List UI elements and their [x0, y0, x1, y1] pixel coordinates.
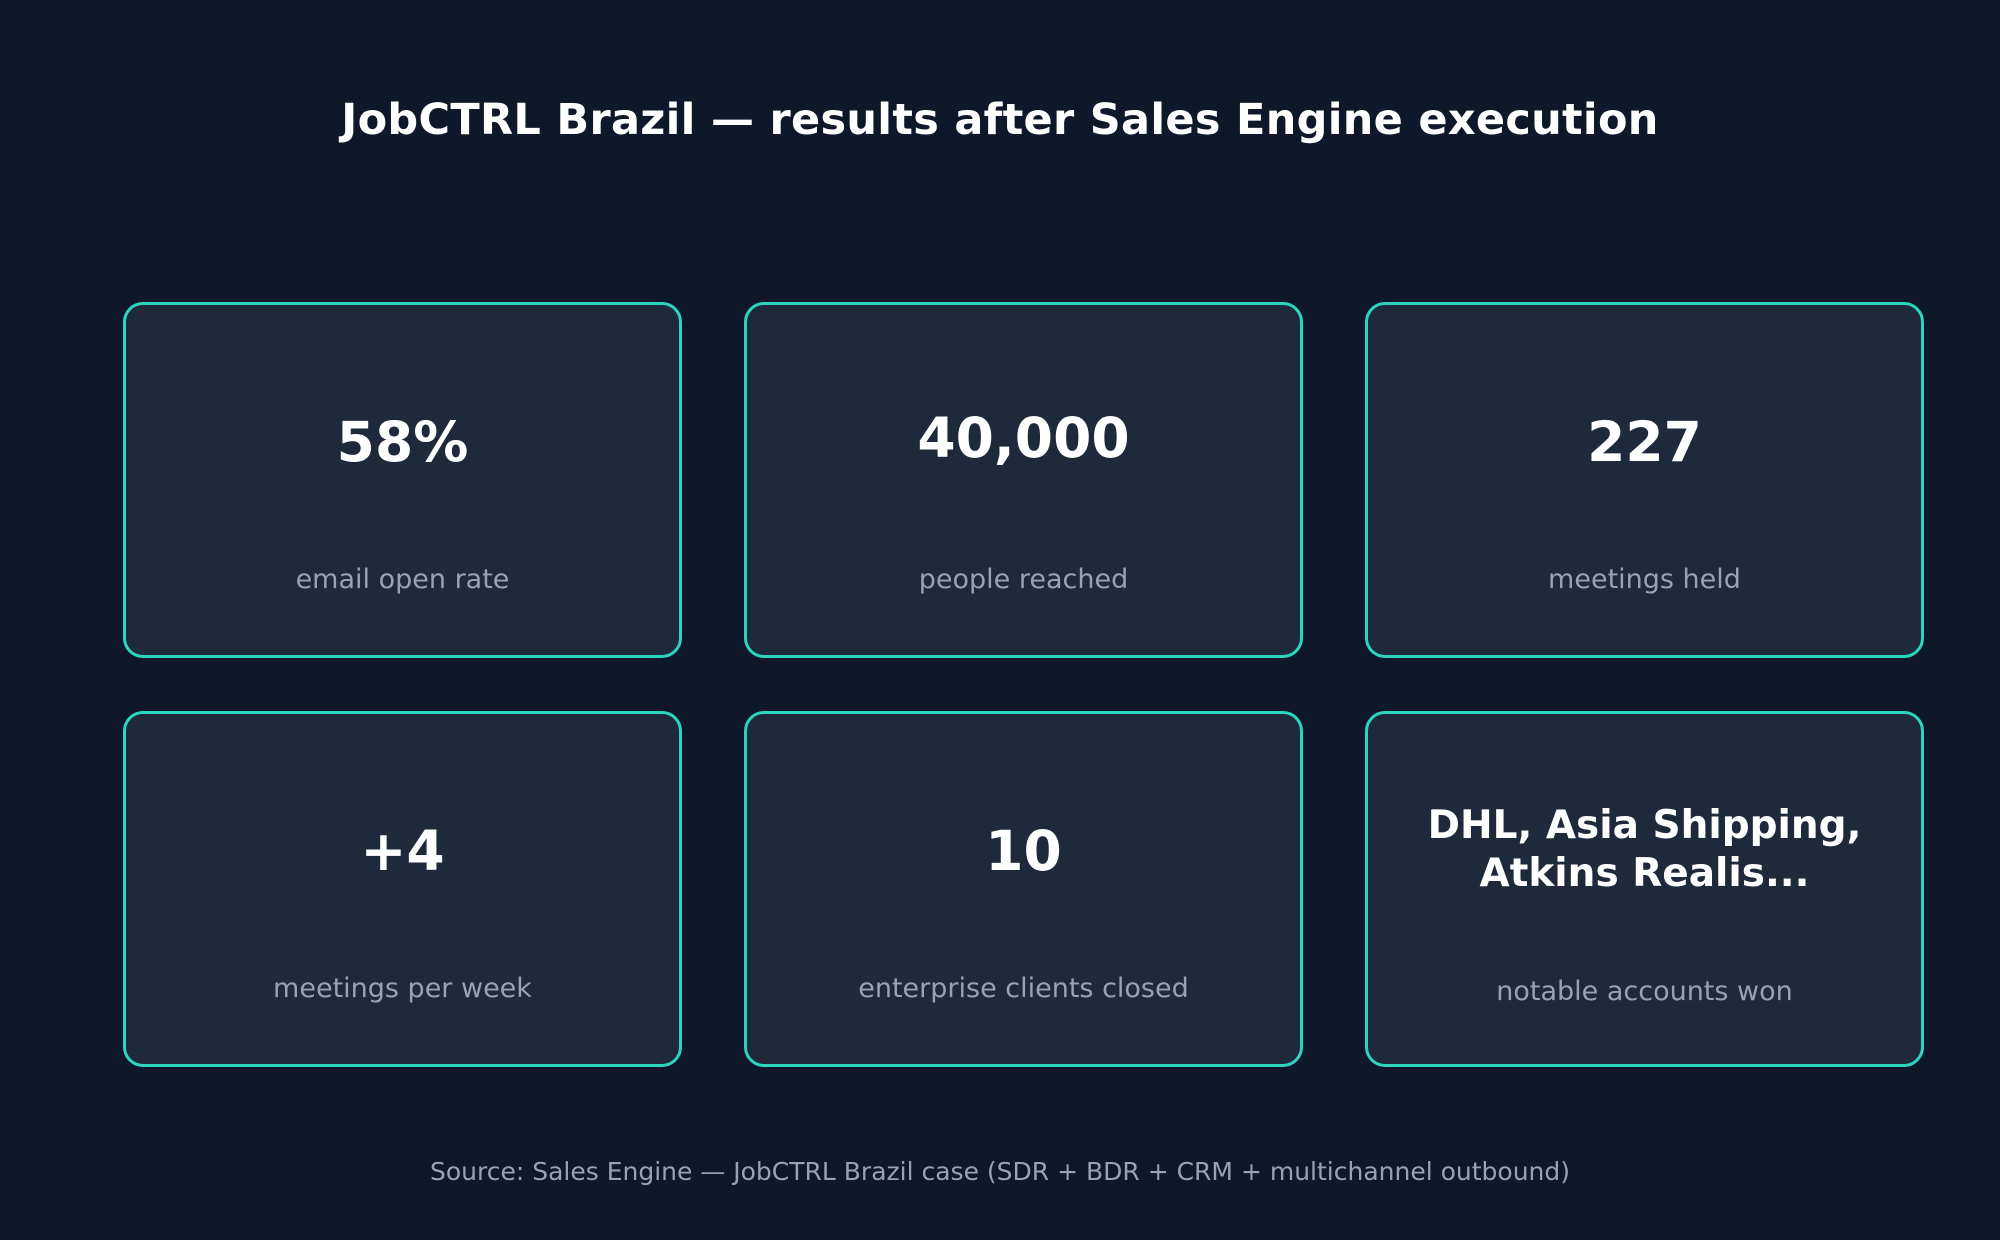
metric-card-email-open-rate: 58% email open rate — [123, 302, 682, 658]
metric-label: email open rate — [295, 564, 510, 595]
metric-label: meetings held — [1548, 564, 1741, 595]
metric-card-notable-accounts-won: DHL, Asia Shipping, Atkins Realis... not… — [1365, 711, 1924, 1067]
page-title: JobCTRL Brazil — results after Sales Eng… — [341, 95, 1659, 145]
metric-value: 40,000 — [917, 406, 1130, 470]
metric-value: 227 — [1587, 410, 1702, 474]
metric-value: +4 — [360, 819, 445, 883]
metric-card-people-reached: 40,000 people reached — [744, 302, 1303, 658]
metric-card-meetings-held: 227 meetings held — [1365, 302, 1924, 658]
metric-label: people reached — [918, 564, 1129, 595]
metric-card-enterprise-clients-closed: 10 enterprise clients closed — [744, 711, 1303, 1067]
metric-value: 58% — [336, 410, 469, 474]
metric-label: enterprise clients closed — [858, 973, 1189, 1004]
metric-value: 10 — [985, 819, 1062, 883]
metric-card-meetings-per-week: +4 meetings per week — [123, 711, 682, 1067]
metric-label: notable accounts won — [1496, 976, 1793, 1007]
metric-value: DHL, Asia Shipping, Atkins Realis... — [1427, 803, 1862, 896]
metric-label: meetings per week — [273, 973, 532, 1004]
source-note: Source: Sales Engine — JobCTRL Brazil ca… — [429, 1157, 1571, 1186]
